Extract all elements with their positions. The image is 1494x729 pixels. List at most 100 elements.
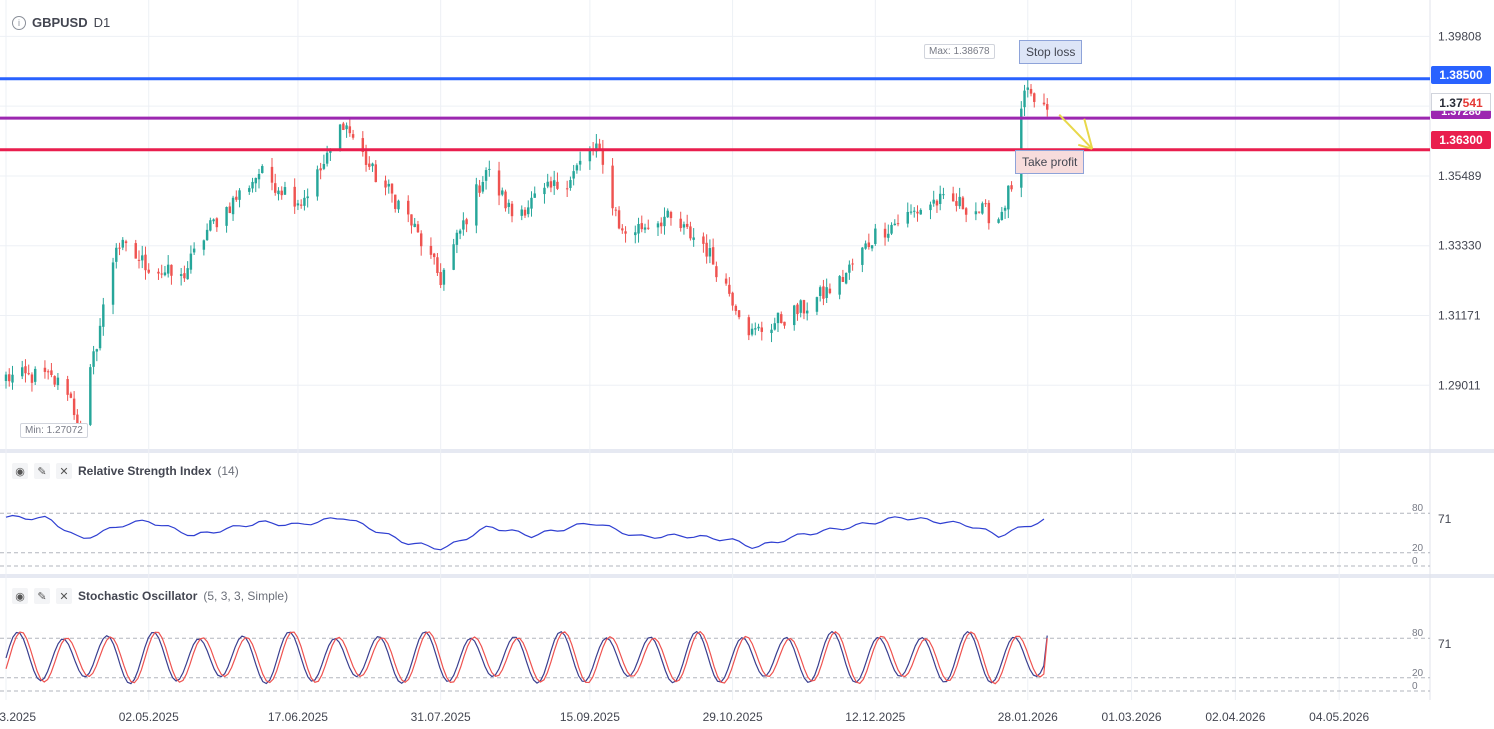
symbol-label: GBPUSD [32,15,88,30]
candle-down [731,292,734,306]
candle-down [669,212,673,219]
candle-down [1042,102,1046,105]
last-value-label: 71 [1438,512,1452,526]
candle-up [874,228,877,244]
candle-up [192,248,196,253]
stoch-d-line [5,630,1048,685]
candle-down [504,191,507,209]
candle-down [780,314,783,324]
close-icon[interactable]: ✕ [56,588,72,604]
candle-up [179,274,183,276]
candle-up [458,230,462,234]
candle-down [565,188,569,190]
min-label: Min: 1.27072 [20,423,88,438]
wrench-icon[interactable]: ✎ [34,463,50,479]
candle-down [235,196,238,200]
stop-loss-annotation[interactable]: Stop loss [1019,40,1083,64]
eye-icon[interactable]: ◉ [12,463,28,479]
candle-up [870,245,874,249]
candle-up [776,312,780,324]
candle-up [569,180,572,188]
x-tick-label: 28.01.2026 [998,710,1058,724]
info-icon[interactable]: i [12,15,26,30]
candle-up [844,272,848,284]
take-profit-annotation[interactable]: Take profit [1015,150,1085,174]
candle-up [166,264,170,274]
candle-down [977,211,981,213]
candle-up [303,197,306,206]
candle-down [624,231,627,234]
candle-up [861,247,864,265]
candle-down [896,223,900,225]
candle-down [147,269,150,273]
candle-up [507,202,510,207]
x-tick-label: 15.09.2025 [560,710,620,724]
candle-down [614,209,618,211]
stoch-pane-header: ◉ ✎ ✕ Stochastic Oscillator (5, 3, 3, Si… [12,588,288,604]
rsi-params: (14) [217,464,239,478]
candle-down [429,245,433,255]
candle-up [455,232,459,245]
candle-up [11,374,14,383]
candle-down [822,286,825,299]
timeframe-label[interactable]: D1 [93,15,111,30]
take-profit-price-badge: 1.36300 [1431,131,1491,149]
candle-up [257,173,261,180]
candle-up [552,180,556,186]
candle-down [144,254,147,271]
pane-separator [0,449,1494,453]
candle-down [883,228,887,238]
wrench-icon[interactable]: ✎ [34,588,50,604]
candle-up [1007,185,1010,210]
candle-down [828,288,832,294]
candle-up [708,248,712,257]
candle-down [1033,93,1036,102]
candle-down [319,168,322,171]
candle-down [734,305,738,311]
eye-icon[interactable]: ◉ [12,588,28,604]
candle-down [293,186,296,207]
candle-up [666,210,669,218]
candle-up [958,196,961,207]
close-icon[interactable]: ✕ [56,463,72,479]
candle-up [141,255,144,261]
candle-up [442,269,446,285]
candle-down [183,273,186,279]
candle-up [656,223,660,228]
candle-down [737,310,741,318]
candle-up [575,165,579,171]
candle-down [984,203,987,205]
candle-up [997,219,1000,223]
candle-down [916,211,919,214]
candle-up [848,264,851,273]
candle-up [225,207,228,226]
candle-down [611,165,614,209]
candle-up [231,197,235,215]
trend-arrow-head [1083,118,1094,150]
candle-down [523,209,527,216]
candle-up [92,351,95,367]
candle-down [416,224,420,233]
candle-down [796,304,799,315]
candle-up [102,304,105,327]
trend-arrow-head [1077,143,1093,150]
candle-up [33,368,37,382]
candle-down [390,183,394,194]
candle-up [757,326,760,329]
candle-up [1000,211,1004,220]
candle-down [715,266,718,278]
candle-down [299,204,303,206]
candle-up [484,170,488,181]
candle-up [543,187,546,195]
candle-up [397,200,400,210]
candle-down [478,185,481,193]
candle-up [111,262,115,305]
candle-up [261,166,264,173]
candle-up [909,211,913,213]
stop-loss-price-badge: 1.38500 [1431,66,1491,84]
current-price-hi: 541 [1462,96,1483,110]
candle-down [660,222,663,227]
candle-up [452,244,455,270]
x-tick-label: 31.07.2025 [411,710,471,724]
